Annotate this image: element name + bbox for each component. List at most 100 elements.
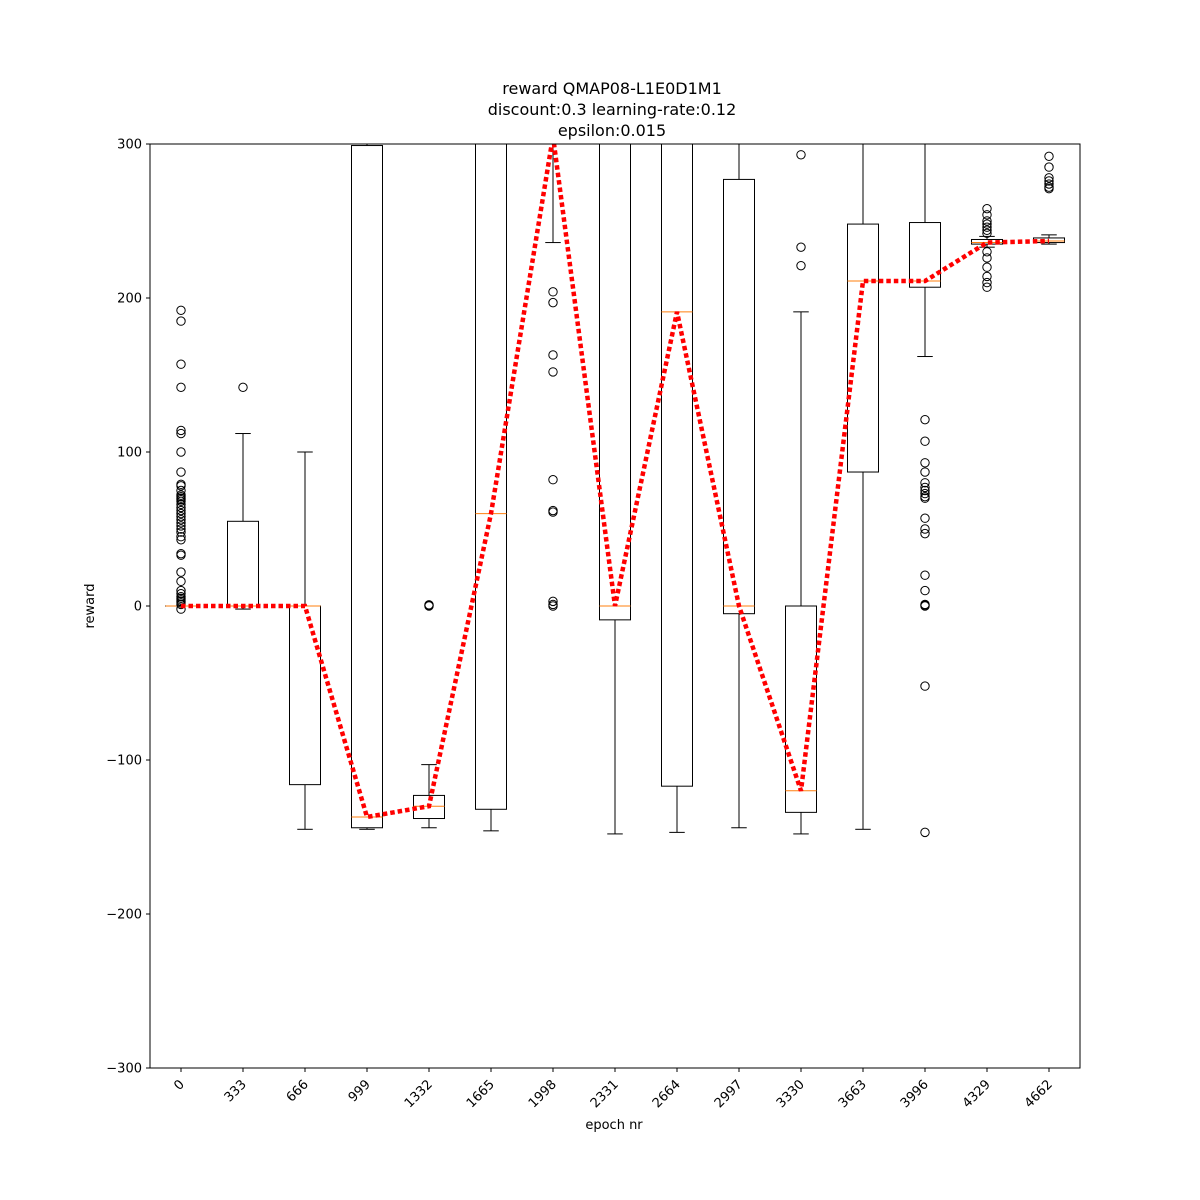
outlier-point [176,521,186,531]
outlier-point [920,458,930,468]
outlier-point [920,467,930,477]
outlier-point [982,247,992,257]
y-tick-label: −200 [106,908,142,923]
outlier-point [982,277,992,288]
outlier-point [920,585,930,596]
outlier-point [176,499,186,510]
outlier-point [982,271,992,282]
outlier-point [176,359,186,369]
outlier-point [1044,176,1054,186]
y-tick-label: 100 [117,446,142,461]
outlier-point [176,425,186,436]
outlier-point [176,532,186,542]
outlier-point [176,535,186,545]
box-group [847,144,879,830]
outlier-point [176,518,186,528]
outlier-point [176,481,186,491]
outlier-point [920,493,930,503]
box-iqr [351,145,383,829]
outlier-point [176,550,186,560]
box-group [599,144,631,835]
outlier-point [176,502,186,513]
outlier-point [982,216,992,226]
outlier-point [548,367,558,377]
outlier-point [548,287,558,297]
box-iqr [971,238,1003,245]
outlier-point [920,827,930,838]
chart-title-line-3: epsilon:0.015 [558,121,666,140]
outlier-point [548,596,558,607]
outlier-point [920,524,930,534]
outlier-point [548,507,558,517]
outlier-point [548,350,558,360]
outlier-point [548,601,558,611]
outlier-point [176,508,186,519]
outlier-point [1044,162,1054,172]
outlier-point [548,475,558,485]
outlier-point [1044,179,1054,189]
outlier-point [176,467,186,477]
outlier-point [176,428,186,439]
outlier-point [176,585,186,596]
box-group [545,144,561,611]
box-iqr [475,144,507,810]
box-group [785,150,817,835]
box-iqr [723,178,755,615]
outlier-point [920,601,930,611]
outlier-point [982,210,992,220]
outlier-point [176,496,186,506]
box-group [1033,151,1065,245]
outlier-point [176,588,186,599]
outlier-point [920,478,930,488]
y-tick-label: 300 [117,138,142,153]
outlier-point [176,382,186,393]
outlier-point [920,570,930,580]
outlier-point [1044,183,1054,194]
outlier-point [176,511,186,522]
outlier-point [982,253,992,263]
outlier-point [1044,173,1054,183]
box-iqr [909,222,941,288]
box-iqr [785,605,817,813]
outlier-point [982,219,992,229]
outlier-point [238,382,248,393]
box-iqr [661,144,693,787]
y-tick-label: 200 [117,292,142,307]
outlier-point [176,305,186,316]
outlier-point [920,485,930,496]
outlier-point [796,150,806,160]
outlier-point [176,527,186,537]
outlier-point [176,576,186,587]
box-iqr [847,223,879,473]
mean-trend-line [181,144,1050,820]
y-axis: −300 −200 −100 0 100 200 300 [106,138,150,1077]
outlier-point [982,222,992,232]
chart-title-line-1: reward QMAP08-L1E0D1M1 [502,79,722,98]
box-group [413,600,445,829]
outlier-point [176,447,186,457]
outlier-point [920,436,930,446]
outlier-point [982,282,992,292]
outlier-point [982,203,992,214]
outlier-point [548,297,558,308]
outlier-point [920,488,930,499]
outlier-point [982,262,992,272]
outlier-point [920,482,930,493]
x-axis-label: epoch nr [585,1118,643,1133]
outlier-point [176,524,186,534]
outlier-point [424,601,434,611]
y-tick-label: −100 [106,754,142,769]
outlier-point [920,414,930,425]
y-tick-label: −300 [106,1062,142,1077]
outlier-point [176,515,186,525]
y-tick-label: 0 [134,600,142,615]
mean-line-layer [181,144,1050,820]
outlier-point [176,567,186,577]
outlier-point [920,681,930,691]
outlier-point [796,242,806,252]
box-group [165,305,197,614]
outlier-point [176,485,186,496]
outlier-point [920,513,930,523]
outlier-point [796,260,806,271]
